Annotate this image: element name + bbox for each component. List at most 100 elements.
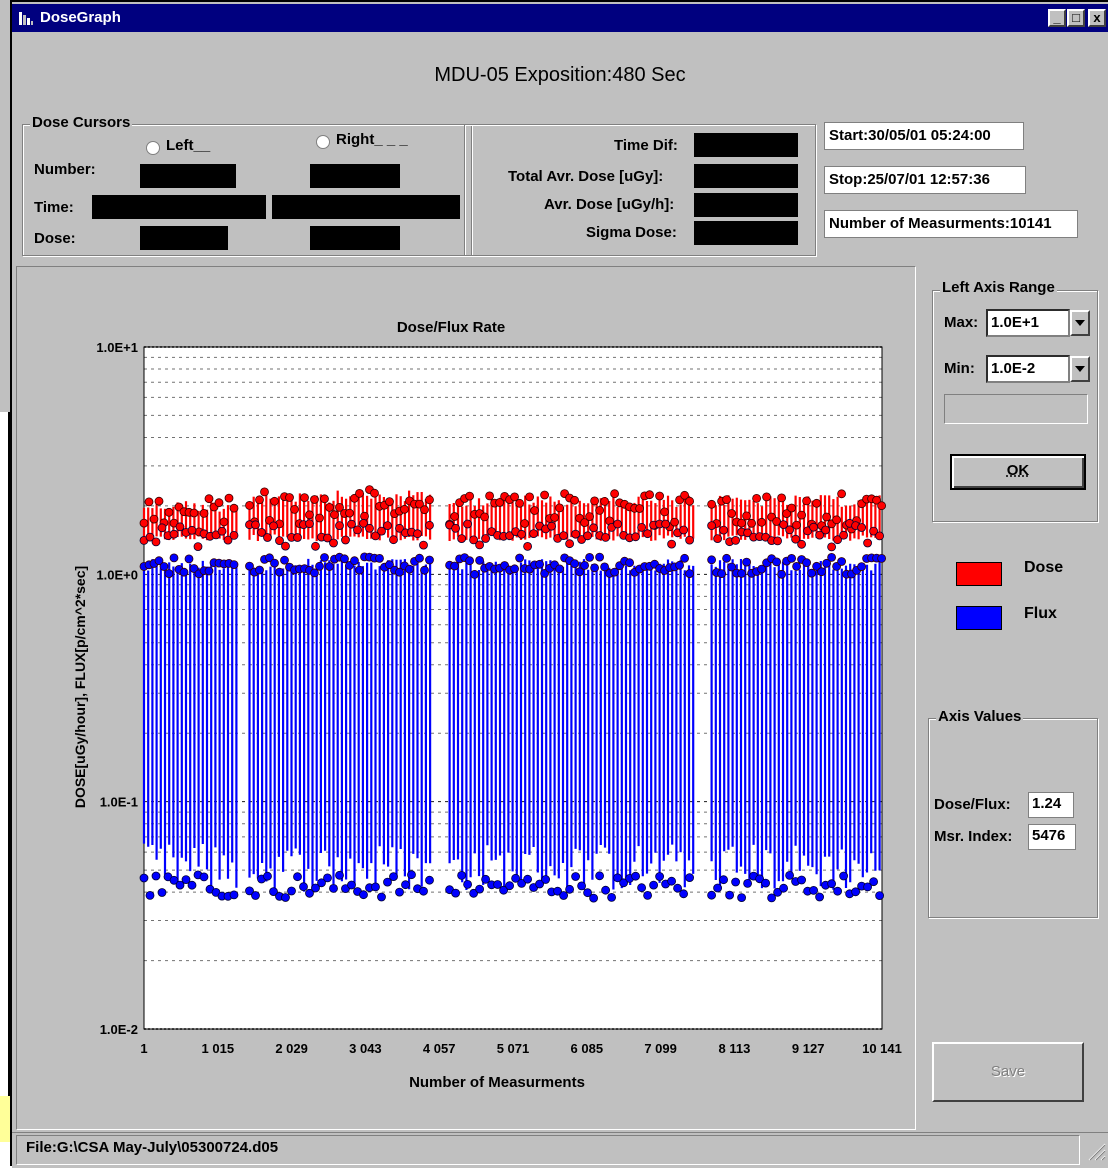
flux-point	[655, 872, 664, 881]
left-axis-range-label: Left Axis Range	[940, 279, 1057, 296]
x-tick-label: 8 113	[718, 1041, 750, 1056]
flux-point	[875, 891, 884, 900]
dose-point	[719, 525, 728, 535]
min-range-dropdown-button[interactable]	[1070, 356, 1090, 382]
dose-point	[325, 502, 334, 512]
flux-point	[145, 891, 155, 900]
ok-button[interactable]: OK	[950, 454, 1086, 490]
flux-point	[169, 553, 179, 563]
flux-point	[575, 567, 584, 577]
flux-point	[649, 880, 658, 890]
left-cursor-radio[interactable]	[146, 141, 160, 155]
time-dif-field	[694, 133, 798, 157]
flux-point	[590, 563, 599, 573]
flux-point	[383, 877, 392, 887]
dose-point	[154, 496, 164, 506]
dose-point	[425, 520, 434, 530]
dose-point	[571, 529, 580, 539]
dose-point	[685, 535, 694, 545]
flux-point	[385, 560, 394, 570]
flux-point	[245, 561, 254, 571]
maximize-icon: □	[1072, 10, 1080, 25]
dose-point	[590, 496, 599, 506]
dose-point	[580, 518, 589, 528]
dose-flux-chart[interactable]: 1.0E+1 1.0E+0 1.0E-1 1.0E-2 1 1 015 2 029 3 04…	[17, 267, 915, 1129]
flux-point	[863, 882, 872, 892]
flux-point	[737, 893, 746, 902]
flux-point	[773, 887, 782, 897]
max-range-dropdown-button[interactable]	[1070, 310, 1090, 336]
dose-legend-label: Dose	[1024, 559, 1064, 576]
min-range-select[interactable]: 1.0E-2	[986, 355, 1070, 383]
save-button[interactable]: Save	[932, 1042, 1084, 1102]
status-bar: File:G:\CSA May-July\05300724.d05	[12, 1132, 1108, 1168]
y-tick-label: 1.0E-2	[100, 1022, 138, 1037]
left-number-field	[140, 164, 236, 188]
dose-point	[832, 515, 841, 525]
dose-point	[345, 508, 354, 518]
flux-point	[817, 567, 826, 577]
maximize-button[interactable]: □	[1067, 9, 1085, 27]
flux-point	[722, 553, 731, 563]
dose-point	[149, 514, 159, 524]
flux-point	[389, 872, 398, 881]
flux-point	[359, 890, 368, 900]
flux-point	[713, 883, 722, 893]
dose-point	[757, 517, 766, 527]
dose-point	[631, 532, 640, 542]
exposition-header: MDU-05 Exposition:480 Sec	[434, 64, 686, 86]
flux-point	[245, 886, 254, 896]
max-range-select[interactable]: 1.0E+1	[986, 309, 1070, 337]
dose-point	[661, 519, 670, 529]
dose-point	[743, 528, 752, 538]
flux-point	[505, 881, 515, 891]
flux-point	[725, 890, 734, 900]
flux-point	[869, 877, 878, 887]
flux-point	[323, 873, 332, 883]
dose-point	[635, 504, 644, 513]
right-cursor-radio[interactable]	[316, 135, 330, 149]
dose-point	[785, 525, 794, 535]
flux-point	[164, 569, 174, 579]
dose-point	[747, 518, 756, 528]
dose-point	[680, 490, 689, 500]
flux-point	[585, 552, 594, 562]
flux-point	[631, 871, 640, 881]
flux-point	[325, 562, 334, 571]
flux-point	[610, 567, 619, 577]
flux-point	[807, 568, 816, 578]
flux-point	[419, 886, 428, 896]
dose-point	[530, 506, 539, 515]
flux-point	[154, 556, 164, 566]
dose-point	[359, 518, 368, 528]
dose-point	[341, 535, 350, 545]
flux-point	[395, 567, 404, 577]
title-bar[interactable]: DoseGraph _ □ x	[12, 4, 1108, 32]
dose-point	[281, 541, 290, 551]
dose-legend-swatch	[956, 562, 1002, 586]
dose-point	[722, 495, 731, 505]
right-dose-field	[310, 226, 400, 250]
dose-point	[570, 495, 579, 505]
x-tick-label: 7 099	[644, 1041, 677, 1056]
time-dif-label: Time Dif:	[614, 137, 678, 154]
dose-point	[305, 519, 314, 529]
dose-cursors-label: Dose Cursors	[30, 114, 133, 131]
resize-grip-icon[interactable]	[1086, 1141, 1106, 1161]
flux-point	[229, 560, 239, 570]
dose-point	[419, 540, 428, 550]
y-axis-label: DOSE[uGy/hour], FLUX[p/cm^2*sec]	[72, 566, 88, 808]
minimize-button[interactable]: _	[1048, 9, 1066, 27]
close-button[interactable]: x	[1088, 9, 1106, 27]
dose-cursors-group	[22, 124, 472, 256]
left-time-field	[92, 195, 266, 219]
flux-point	[787, 553, 796, 563]
flux-point	[187, 880, 197, 890]
flux-point	[169, 875, 179, 885]
dose-point	[833, 535, 842, 545]
flux-point	[407, 870, 416, 880]
flux-point	[839, 871, 848, 881]
flux-point	[757, 564, 766, 574]
flux-point	[601, 885, 610, 895]
dose-point	[540, 490, 549, 500]
